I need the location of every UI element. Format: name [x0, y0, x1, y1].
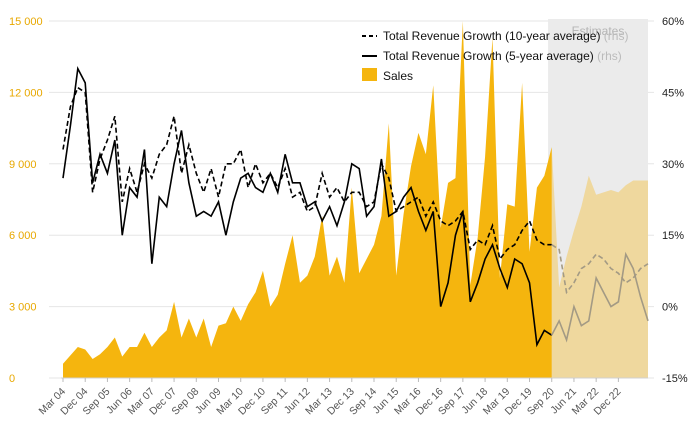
legend-suffix-5yr: (rhs) [597, 49, 622, 63]
growth10-line-estimate [551, 244, 649, 295]
growth5-line-actual [62, 65, 553, 348]
legend-name-10yr: Total Revenue Growth (10-year average) [383, 29, 600, 43]
legend-swatch-sales [362, 68, 377, 81]
left-tick-label: 12 000 [9, 87, 43, 99]
right-tick-label: -15% [662, 373, 688, 385]
left-axis: 0 3 000 6 000 9 000 12 000 15 000 [9, 16, 43, 385]
growth-lines-layer [62, 65, 649, 348]
left-tick-label: 6 000 [9, 230, 37, 242]
right-tick-label: 60% [662, 16, 684, 28]
legend-label-5yr: Total Revenue Growth (5-year average) (r… [383, 49, 622, 63]
right-axis: -15% 0% 15% 30% 45% 60% [662, 16, 688, 385]
right-tick-label: 15% [662, 230, 684, 242]
legend-label-sales: Sales [383, 69, 413, 83]
left-tick-label: 9 000 [9, 159, 37, 171]
right-tick-label: 45% [662, 87, 684, 99]
sales-area-layer [63, 21, 648, 378]
left-tick-label: 0 [9, 373, 15, 385]
legend-name-5yr: Total Revenue Growth (5-year average) [383, 49, 594, 63]
left-tick-label: 3 000 [9, 302, 37, 314]
sales-area-estimate [551, 147, 648, 378]
right-tick-label: 0% [662, 302, 678, 314]
right-tick-label: 30% [662, 159, 684, 171]
left-tick-label: 15 000 [9, 16, 43, 28]
estimates-label: Estimates [572, 24, 625, 38]
growth5-line-estimate [551, 251, 649, 343]
sales-area-actual [63, 21, 552, 378]
legend: Total Revenue Growth (10-year average) (… [362, 29, 628, 83]
legend-label-10yr: Total Revenue Growth (10-year average) (… [383, 29, 628, 43]
growth10-line-actual [62, 86, 552, 261]
legend-suffix-10yr: (rhs) [604, 29, 629, 43]
estimates-shading [548, 19, 648, 378]
